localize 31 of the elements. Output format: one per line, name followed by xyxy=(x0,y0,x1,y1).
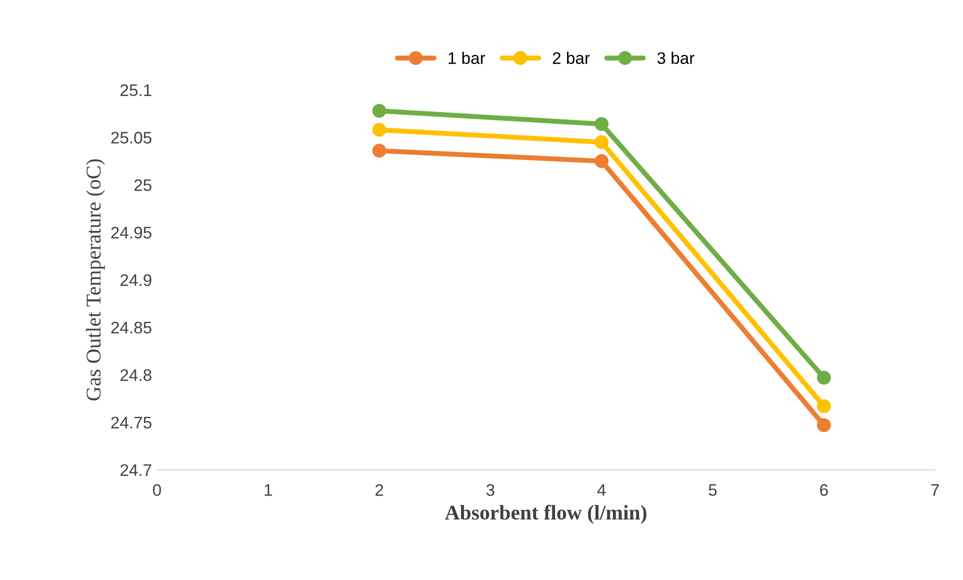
x-tick-label: 0 xyxy=(152,484,161,496)
y-tick-label: 25.05 xyxy=(111,132,152,144)
point xyxy=(594,135,609,150)
point xyxy=(594,117,609,132)
y-tick-label: 24.95 xyxy=(111,226,152,239)
point xyxy=(816,399,831,414)
x-tick-label: 5 xyxy=(708,484,717,496)
y-axis-title: Gas Outlet Temperature (oC) xyxy=(86,159,105,400)
legend-label: 3 bar xyxy=(657,52,694,64)
x-tick-label: 4 xyxy=(597,484,606,496)
y-tick-label: 24.75 xyxy=(111,416,152,429)
x-tick-label: 2 xyxy=(375,484,384,496)
y-tick-label: 24.9 xyxy=(120,274,152,286)
point xyxy=(594,154,609,168)
legend-label: 2 bar xyxy=(552,52,590,64)
x-tick-label: 1 xyxy=(264,484,272,496)
x-tick-label: 6 xyxy=(820,484,828,496)
x-tick-label: 7 xyxy=(931,484,939,496)
point xyxy=(372,104,386,118)
point xyxy=(816,370,831,385)
legend-label: 1 bar xyxy=(448,52,486,64)
y-tick-label: 25 xyxy=(134,179,152,192)
point xyxy=(372,144,386,158)
y-tick-label: 24.8 xyxy=(120,369,152,382)
y-tick-label: 25.1 xyxy=(120,84,152,96)
x-axis-title: Absorbent flow (l/min) xyxy=(444,504,646,524)
y-tick-label: 24.7 xyxy=(120,464,152,476)
point xyxy=(372,122,386,137)
x-tick-label: 3 xyxy=(486,484,494,496)
y-tick-label: 24.85 xyxy=(111,322,152,334)
point xyxy=(816,418,831,432)
